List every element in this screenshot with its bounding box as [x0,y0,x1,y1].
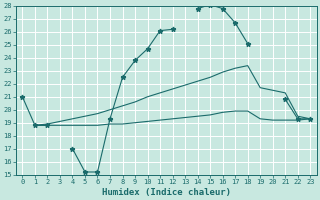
X-axis label: Humidex (Indice chaleur): Humidex (Indice chaleur) [102,188,231,197]
